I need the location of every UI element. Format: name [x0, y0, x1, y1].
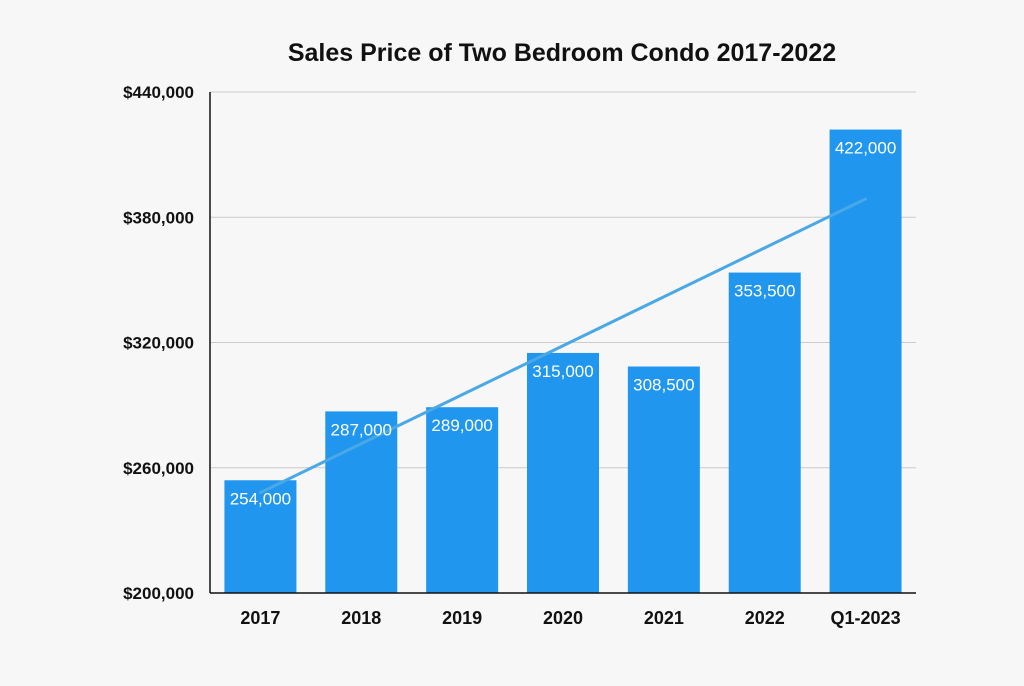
trendline [258, 197, 868, 495]
data-label: 254,000 [230, 489, 291, 508]
y-tick-label: $380,000 [123, 208, 194, 227]
bar [325, 411, 398, 593]
bar [426, 407, 499, 593]
y-tick-label: $200,000 [123, 584, 194, 603]
data-label: 308,500 [633, 376, 694, 395]
x-tick-label: 2021 [644, 608, 684, 628]
bar [728, 272, 801, 593]
y-tick-label: $320,000 [123, 334, 194, 353]
x-tick-label: 2022 [745, 608, 785, 628]
data-label: 422,000 [835, 139, 896, 158]
data-label: 289,000 [431, 416, 492, 435]
x-axis-ticks: 2017 2018 2019 2020 2021 2022 Q1-2023 [240, 608, 900, 628]
chart-title: Sales Price of Two Bedroom Condo 2017-20… [288, 39, 836, 67]
bar [627, 366, 700, 593]
y-tick-label: $440,000 [123, 83, 194, 102]
x-tick-label: 2020 [543, 608, 583, 628]
x-tick-label: 2018 [341, 608, 381, 628]
data-label: 353,500 [734, 282, 795, 301]
data-labels: 254,000 287,000 289,000 315,000 308,500 353,5… [230, 139, 897, 509]
y-tick-label: $260,000 [123, 459, 194, 478]
data-label: 287,000 [331, 420, 392, 439]
x-tick-label: 2019 [442, 608, 482, 628]
bar [527, 352, 599, 593]
y-axis-ticks: $200,000 $260,000 $320,000 $380,000 $440,000 [123, 83, 194, 603]
data-label: 315,000 [532, 362, 593, 381]
bar [224, 480, 297, 593]
bars [224, 129, 902, 593]
x-tick-label: Q1-2023 [831, 608, 901, 628]
bar [829, 129, 902, 593]
trendline-group [258, 197, 868, 495]
x-tick-label: 2017 [240, 608, 280, 628]
